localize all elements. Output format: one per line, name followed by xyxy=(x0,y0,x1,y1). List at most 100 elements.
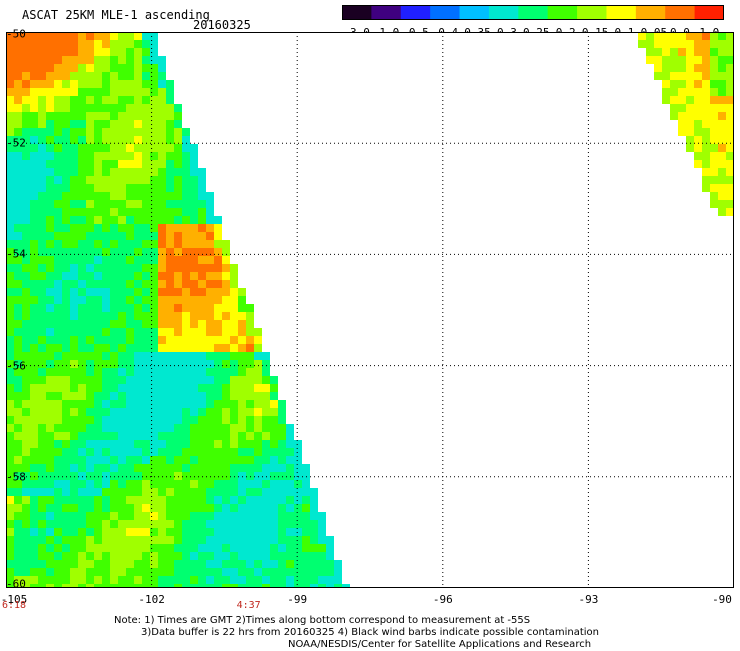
swath-cell xyxy=(214,424,222,432)
swath-cell xyxy=(46,176,54,184)
swath-cell xyxy=(158,464,166,472)
swath-cell xyxy=(670,64,678,72)
swath-cell xyxy=(118,576,126,584)
swath-cell xyxy=(110,200,118,208)
swath-cell xyxy=(22,296,30,304)
swath-cell xyxy=(110,280,118,288)
swath-cell xyxy=(46,448,54,456)
swath-cell xyxy=(182,488,190,496)
swath-cell xyxy=(270,560,278,568)
swath-cell xyxy=(158,456,166,464)
swath-cell xyxy=(102,184,110,192)
y-tick-label: -50 xyxy=(6,27,26,41)
swath-cell xyxy=(254,480,262,488)
swath-cell xyxy=(190,368,198,376)
swath-cell xyxy=(70,480,78,488)
swath-cell xyxy=(110,496,118,504)
swath-cell xyxy=(278,528,286,536)
swath-cell xyxy=(46,272,54,280)
swath-cell xyxy=(726,40,734,48)
swath-cell xyxy=(238,544,246,552)
swath-cell xyxy=(86,320,94,328)
swath-cell xyxy=(94,464,102,472)
swath-cell xyxy=(126,240,134,248)
swath-cell xyxy=(254,456,262,464)
swath-cell xyxy=(94,416,102,424)
swath-cell xyxy=(294,520,302,528)
swath-cell xyxy=(238,392,246,400)
swath-cell xyxy=(70,488,78,496)
swath-cell xyxy=(678,128,686,136)
swath-cell xyxy=(118,344,126,352)
swath-cell xyxy=(214,376,222,384)
swath-cell xyxy=(134,224,142,232)
swath-cell xyxy=(62,88,70,96)
swath-cell xyxy=(134,288,142,296)
swath-cell xyxy=(6,512,14,520)
swath-cell xyxy=(270,464,278,472)
swath-cell xyxy=(222,312,230,320)
swath-cell xyxy=(94,120,102,128)
swath-cell xyxy=(230,504,238,512)
swath-cell xyxy=(710,120,718,128)
swath-cell xyxy=(158,312,166,320)
swath-cell xyxy=(70,320,78,328)
swath-cell xyxy=(38,240,46,248)
swath-cell xyxy=(142,544,150,552)
map-date: 20160325 xyxy=(193,18,251,32)
swath-cell xyxy=(294,528,302,536)
swath-cell xyxy=(102,472,110,480)
swath-cell xyxy=(230,416,238,424)
swath-cell xyxy=(198,232,206,240)
swath-cell xyxy=(78,112,86,120)
swath-cell xyxy=(102,584,110,588)
swath-cell xyxy=(134,40,142,48)
swath-cell xyxy=(6,520,14,528)
swath-cell xyxy=(6,40,14,48)
swath-cell xyxy=(38,536,46,544)
swath-cell xyxy=(6,160,14,168)
swath-cell xyxy=(150,168,158,176)
swath-cell xyxy=(134,464,142,472)
swath-cell xyxy=(246,312,254,320)
swath-cell xyxy=(302,488,310,496)
swath-cell xyxy=(118,176,126,184)
swath-cell xyxy=(38,464,46,472)
swath-cell xyxy=(46,568,54,576)
swath-cell xyxy=(150,480,158,488)
swath-cell xyxy=(54,152,62,160)
swath-cell xyxy=(134,152,142,160)
swath-cell xyxy=(326,568,334,576)
y-tick-label: -56 xyxy=(6,359,26,373)
swath-cell xyxy=(86,256,94,264)
swath-cell xyxy=(126,488,134,496)
swath-cell xyxy=(118,40,126,48)
colorbar xyxy=(342,5,724,20)
swath-cell xyxy=(150,560,158,568)
swath-cell xyxy=(222,544,230,552)
swath-cell xyxy=(222,472,230,480)
swath-cell xyxy=(726,168,734,176)
swath-cell xyxy=(54,576,62,584)
swath-cell xyxy=(142,88,150,96)
swath-cell xyxy=(678,64,686,72)
swath-cell xyxy=(78,480,86,488)
swath-cell xyxy=(22,184,30,192)
swath-cell xyxy=(94,192,102,200)
swath-cell xyxy=(118,440,126,448)
swath-cell xyxy=(270,384,278,392)
swath-cell xyxy=(94,424,102,432)
swath-cell xyxy=(198,456,206,464)
swath-cell xyxy=(78,344,86,352)
swath-cell xyxy=(222,440,230,448)
swath-cell xyxy=(70,192,78,200)
swath-cell xyxy=(86,112,94,120)
swath-cell xyxy=(278,568,286,576)
swath-cell xyxy=(158,488,166,496)
swath-cell xyxy=(318,584,326,588)
swath-cell xyxy=(86,424,94,432)
swath-cell xyxy=(14,448,22,456)
swath-cell xyxy=(694,112,702,120)
swath-cell xyxy=(206,392,214,400)
swath-cell xyxy=(230,312,238,320)
